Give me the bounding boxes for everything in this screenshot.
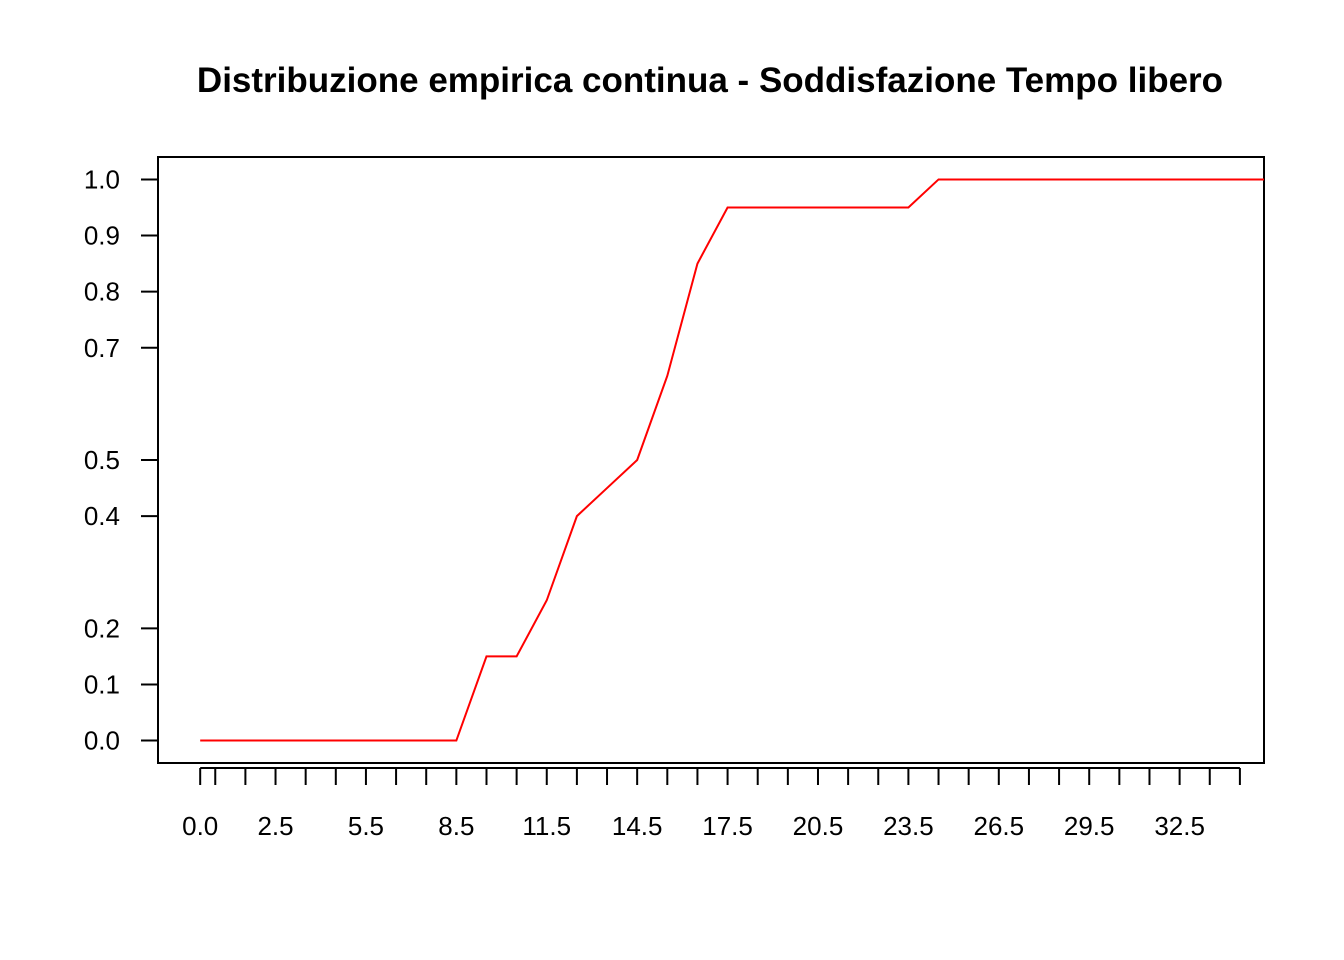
x-tick-label: 17.5: [702, 811, 753, 841]
chart-title: Distribuzione empirica continua - Soddis…: [197, 61, 1223, 100]
x-tick-label: 0.0: [182, 811, 218, 841]
y-axis: 0.0 0.1 0.2 0.4 0.5 0.7 0.8 0.9 1.0: [84, 164, 159, 756]
x-tick-label: 29.5: [1064, 811, 1115, 841]
x-tick-label: 14.5: [612, 811, 663, 841]
y-tick-label: 0.7: [84, 333, 120, 363]
x-axis: 0.0 2.5 5.5 8.5 11.5 14.5 17.5 20.5 23.5 26.5 29.5…: [182, 767, 1241, 841]
x-tick-label: 2.5: [257, 811, 293, 841]
y-tick-label: 0.4: [84, 501, 120, 531]
series-line: [200, 178, 1264, 742]
y-tick-label: 0.5: [84, 445, 120, 475]
y-tick-label: 0.9: [84, 221, 120, 251]
x-tick-label: 8.5: [438, 811, 474, 841]
series-layer: [200, 178, 1264, 742]
x-tick-label: 20.5: [793, 811, 844, 841]
y-tick-label: 1.0: [84, 164, 120, 194]
plot-frame: [157, 156, 1265, 764]
x-tick-label: 23.5: [883, 811, 934, 841]
x-tick-label: 32.5: [1154, 811, 1205, 841]
y-tick-label: 0.0: [84, 726, 120, 756]
x-tick-label: 5.5: [348, 811, 384, 841]
x-tick-label: 11.5: [522, 811, 571, 841]
y-tick-label: 0.1: [84, 669, 120, 699]
y-tick-label: 0.8: [84, 277, 120, 307]
y-tick-label: 0.2: [84, 613, 120, 643]
x-tick-label: 26.5: [973, 811, 1024, 841]
